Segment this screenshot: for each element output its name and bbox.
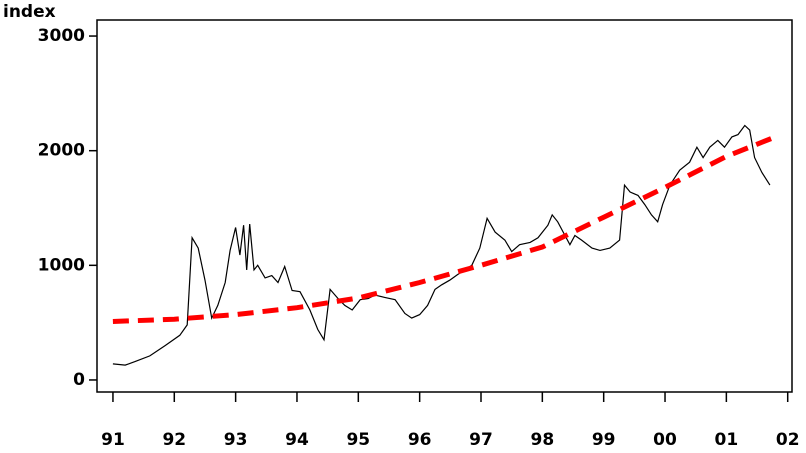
x-tick-label: 91 — [101, 430, 125, 450]
x-tick-label: 02 — [776, 430, 800, 450]
x-tick-label: 00 — [653, 430, 677, 450]
x-tick-label: 99 — [592, 430, 616, 450]
y-tick-label: 2000 — [38, 141, 85, 161]
x-tick-label: 96 — [408, 430, 432, 450]
x-tick-label: 98 — [531, 430, 555, 450]
y-tick-label: 3000 — [38, 26, 85, 46]
x-tick-label: 01 — [715, 430, 739, 450]
x-tick-label: 95 — [346, 430, 370, 450]
trend-line — [112, 135, 774, 324]
plot-frame — [96, 19, 793, 393]
y-tick-label: 1000 — [38, 255, 85, 275]
x-tick-label: 92 — [162, 430, 186, 450]
x-tick-label: 97 — [469, 430, 493, 450]
x-tick-label: 93 — [224, 430, 248, 450]
y-tick-label: 0 — [73, 370, 85, 390]
x-tick-label: 94 — [285, 430, 309, 450]
y-axis-label: index — [3, 2, 56, 22]
data-line — [112, 124, 771, 366]
